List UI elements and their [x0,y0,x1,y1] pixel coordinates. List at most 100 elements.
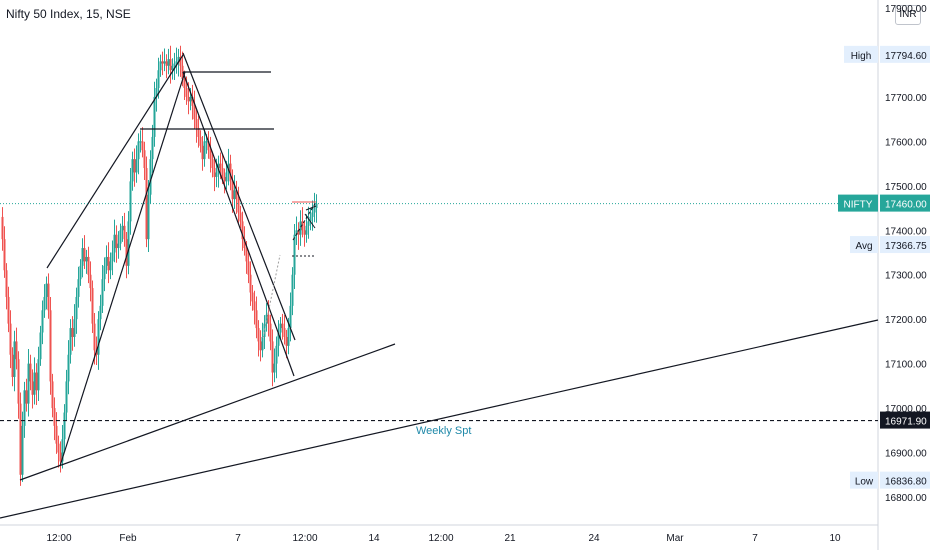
candle-body [41,310,44,333]
x-tick-label: 12:00 [292,533,317,544]
weekly-support-annotation[interactable]: Weekly Spt [416,425,471,437]
candle-body [237,199,240,213]
trendline-fall-lower[interactable] [182,71,295,377]
candle-body [277,332,280,346]
candle-body [103,265,106,280]
candle-body [35,372,38,391]
candle-body [151,136,154,160]
candle-body [123,225,126,240]
candle-body [71,328,74,337]
y-tick-label: 17400.00 [885,226,927,237]
candle-body [245,248,248,262]
x-tick-label: 7 [235,533,241,544]
candle-body [119,230,122,244]
candle-body [219,163,222,169]
candle-body [197,128,200,137]
trendline-rise-upper[interactable] [46,54,184,269]
trendline-drawings[interactable] [0,52,879,519]
pattern-diag-3[interactable] [304,213,316,229]
pattern-diag-1[interactable] [292,201,317,241]
time-axis-ticks: 12:00 Feb 7 12:00 14 12:00 21 24 Mar 7 10 [46,533,841,544]
candles-group [1,45,318,486]
candle-body [105,256,108,266]
candle-body [249,274,252,293]
candle-body [127,221,130,266]
candle-body [5,270,8,297]
candle-body [167,59,170,66]
high-tag-bg [844,45,878,63]
support-value-bg [880,411,930,429]
y-tick-label: 17500.00 [885,182,927,193]
support-value-label: 16971.90 [885,417,927,428]
trendline-fall-upper[interactable] [182,52,296,341]
candle-body [201,145,204,160]
trendline-lower-support[interactable] [19,343,396,481]
candle-body [55,425,58,444]
candle-body [85,256,88,262]
candle-body [279,323,282,333]
candle-body [147,194,150,240]
candle-body [169,59,172,71]
candle-body [285,336,288,346]
candle-body [67,354,70,382]
candle-body [297,230,300,235]
candle-body [267,314,270,324]
candle-body [77,279,80,297]
candle-body [165,61,168,66]
candle-body [39,332,42,360]
high-value-bg [880,45,930,63]
candle-body [91,288,94,324]
price-axis-ticks: 17900.0017800.0017700.0017600.0017500.00… [885,4,927,504]
candle-body [241,221,244,240]
y-tick-label: 16800.00 [885,493,927,504]
candle-body [211,159,214,169]
candle-body [313,208,316,213]
candle-body [125,239,128,266]
candle-body [153,96,156,137]
last-price-tag-label: NIFTY [844,200,873,211]
candle-body [271,341,274,373]
candle-body [257,328,260,342]
candle-body [101,279,104,306]
x-tick-label: Mar [666,533,684,544]
candle-body [259,341,262,351]
candle-body [37,359,40,391]
trendline-weekly-support[interactable] [0,319,879,519]
x-tick-label: Feb [119,533,137,544]
trendline-rise-lower[interactable] [59,71,186,467]
candle-body [25,390,28,404]
y-tick-label: 17000.00 [885,404,927,415]
candle-body [31,381,34,395]
candle-body [9,323,12,355]
currency-badge[interactable]: INR [895,5,921,25]
candle-body [157,70,160,89]
candle-body [305,225,308,235]
candle-body [129,181,132,222]
candle-body [281,323,284,329]
candle-body [89,274,92,289]
candle-body [315,203,318,209]
candle-body [215,172,218,177]
candle-body [265,314,268,324]
candle-body [1,216,4,240]
candle-body [303,230,306,235]
candle-body [83,248,86,262]
candle-body [299,221,302,235]
candle-body [57,443,60,453]
candle-body [27,363,30,404]
y-tick-label: 17300.00 [885,271,927,282]
candle-body [269,323,272,342]
candle-body [239,212,242,222]
candle-body [11,354,14,377]
candle-body [45,283,48,297]
candle-body [59,452,62,462]
y-tick-label: 16900.00 [885,449,927,460]
candle-body [113,234,116,253]
pattern-diag-2[interactable] [305,205,317,211]
candle-body [229,163,232,182]
candle-body [145,168,148,240]
candle-body [155,88,158,97]
candle-body [251,292,254,302]
chart-symbol-title[interactable]: Nifty 50 Index, 15, NSE [6,7,131,21]
